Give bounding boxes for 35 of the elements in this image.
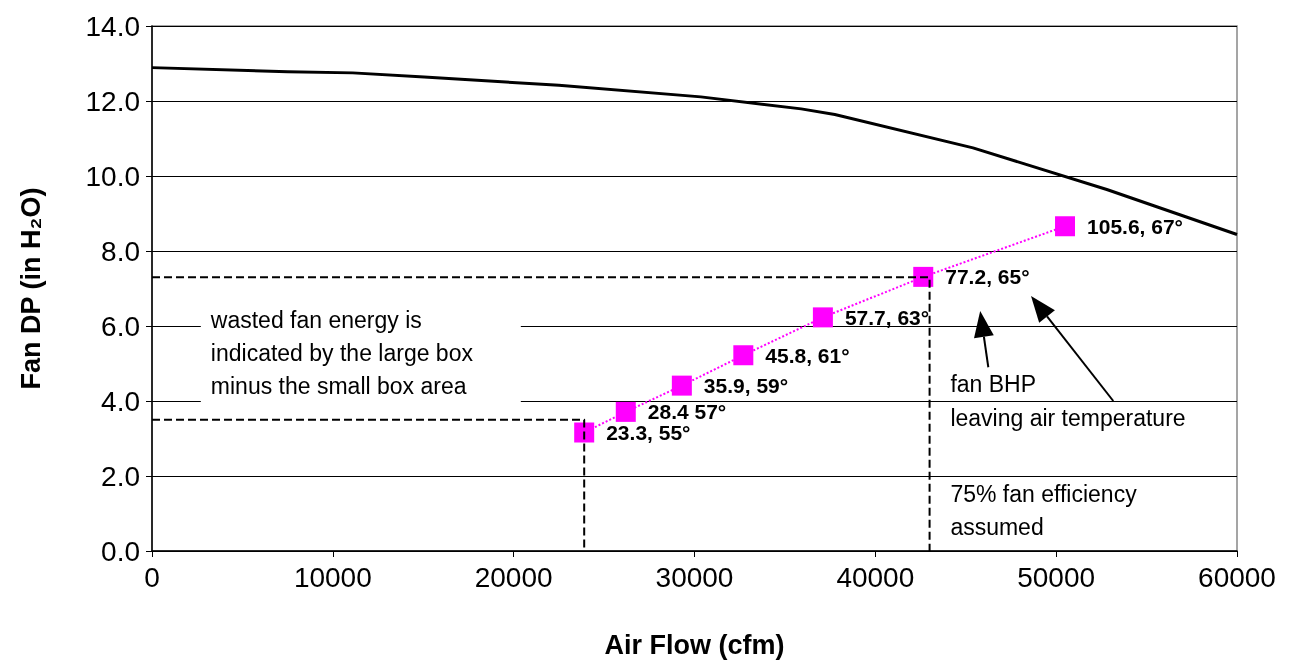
- x-tick-label: 60000: [1198, 561, 1276, 593]
- annotation: 28.4 57°: [647, 400, 727, 424]
- annotation: 75% fan efficiency assumed: [950, 481, 1144, 541]
- point: [574, 422, 595, 443]
- y-tick-label: 2.0: [101, 460, 140, 492]
- point: [733, 345, 754, 366]
- annotation: fan BHP: [950, 371, 1037, 398]
- point: [812, 307, 833, 328]
- y-tick-label: 14.0: [85, 10, 140, 42]
- y-tick-label: 12.0: [85, 85, 140, 117]
- y-tick-label: 0.0: [101, 535, 140, 567]
- x-tick-label: 10000: [293, 561, 372, 593]
- x-tick-label: 40000: [836, 561, 915, 593]
- annotation: 23.3, 55°: [606, 421, 691, 444]
- y-axis-title: Fan DP (in H₂O): [15, 187, 46, 390]
- point: [1055, 216, 1076, 237]
- x-axis-title: Air Flow (cfm): [604, 629, 785, 660]
- annotation: 77.2, 65°: [945, 265, 1030, 289]
- x-tick-label: 50000: [1017, 561, 1096, 593]
- y-tick-label: 6.0: [101, 310, 140, 342]
- annotation: 45.8, 61°: [765, 343, 850, 367]
- point: [913, 266, 934, 287]
- x-tick-label: 0: [144, 561, 160, 593]
- point: [615, 401, 636, 422]
- annotation: 57.7, 63°: [844, 305, 930, 329]
- point: [671, 375, 692, 396]
- annotation: wasted fan energy is indicated by the large box minus the small box area: [209, 306, 480, 399]
- x-tick-label: 30000: [655, 561, 734, 593]
- annotation: 35.9, 59°: [703, 374, 789, 398]
- y-tick-label: 10.0: [85, 160, 140, 192]
- y-tick-label: 4.0: [101, 385, 140, 417]
- annotation: 105.6, 67°: [1087, 214, 1184, 238]
- annotation: leaving air temperature: [950, 404, 1186, 431]
- y-tick-label: 8.0: [101, 235, 140, 267]
- x-tick-label: 20000: [474, 561, 553, 593]
